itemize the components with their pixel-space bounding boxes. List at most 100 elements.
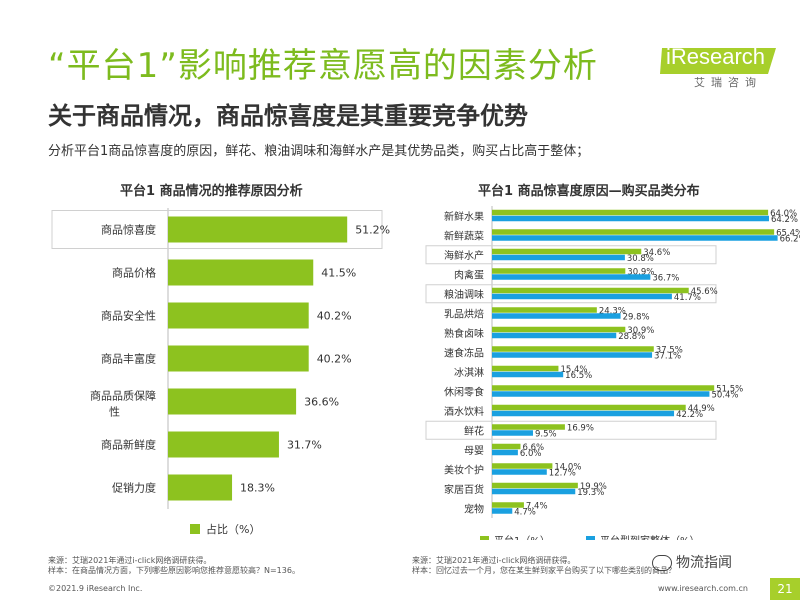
- data-label: 45.6%: [691, 287, 718, 297]
- bar: [168, 345, 309, 372]
- bar: [492, 287, 689, 294]
- bar: [492, 313, 621, 319]
- left-source: 来源：艾瑞2021年通过i-click网络调研获得。: [48, 556, 212, 565]
- data-label: 31.7%: [287, 439, 322, 452]
- category-label: 冰淇淋: [454, 366, 484, 379]
- data-label: 41.7%: [674, 293, 701, 303]
- iresearch-logo: iResearch 艾瑞咨询: [660, 44, 780, 94]
- left-chart-title: 平台1 商品情况的推荐原因分析: [120, 184, 303, 199]
- data-label: 30.9%: [627, 267, 654, 277]
- category-label: 商品安全性: [101, 309, 156, 323]
- right-bar-chart: 新鲜水果64.0%64.2%新鲜蔬菜65.4%66.2%海鲜水产34.6%30.…: [425, 206, 800, 540]
- data-label: 28.8%: [618, 332, 645, 342]
- data-label: 42.2%: [676, 410, 703, 420]
- bar: [168, 474, 233, 501]
- right-source-note: 来源：艾瑞2021年通过i-click网络调研获得。 样本：回忆过去一个月，您在…: [412, 556, 676, 576]
- bar: [492, 404, 686, 411]
- category-label: 休闲零食: [444, 385, 484, 398]
- watermark: 物流指闻: [652, 552, 732, 572]
- legend-swatch: [480, 536, 489, 540]
- category-label: 新鲜蔬菜: [444, 229, 484, 242]
- bar: [492, 488, 576, 495]
- category-label: 速食冻品: [444, 346, 484, 359]
- data-label: 40.2%: [317, 310, 352, 323]
- page-subtitle: 关于商品情况，商品惊喜度是其重要竞争优势: [48, 102, 528, 130]
- bar: [492, 469, 547, 475]
- bar: [492, 235, 778, 241]
- bar: [492, 385, 715, 391]
- bar: [168, 302, 309, 329]
- intro-text: 分析平台1商品惊喜度的原因，鲜花、粮油调味和海鲜水产是其优势品类，购买占比高于整…: [48, 144, 590, 159]
- bar: [168, 259, 314, 286]
- legend-swatch: [190, 524, 200, 534]
- data-label: 40.2%: [317, 353, 352, 366]
- category-label: 商品价格: [112, 266, 156, 280]
- bar: [492, 307, 597, 313]
- category-label: 商品品质保障性: [90, 389, 156, 419]
- highlight-box: [425, 284, 717, 304]
- category-label: 海鲜水产: [444, 249, 484, 262]
- highlight-box: [425, 245, 717, 265]
- page-title-text: “平台1”影响推荐意愿高的因素分析: [48, 46, 598, 86]
- data-label: 37.5%: [656, 345, 683, 355]
- data-label: 18.3%: [240, 482, 275, 495]
- data-label: 15.4%: [560, 365, 587, 375]
- bar: [492, 508, 513, 514]
- legend-label: 平台型到家整体（%）: [600, 534, 700, 540]
- data-label: 44.9%: [688, 404, 715, 414]
- bar: [492, 410, 675, 417]
- category-label: 商品新鲜度: [101, 438, 156, 452]
- category-label: 粮油调味: [444, 288, 484, 301]
- data-label: 14.0%: [554, 462, 581, 472]
- data-label: 64.2%: [771, 215, 798, 225]
- logo-word: iResearch: [666, 44, 766, 69]
- bar: [492, 254, 625, 261]
- data-label: 6.6%: [522, 443, 544, 453]
- website: www.iresearch.com.cn: [658, 584, 748, 593]
- page-title: “平台1”影响推荐意愿高的因素分析: [48, 38, 598, 87]
- legend-swatch: [586, 536, 595, 540]
- category-label: 熟食卤味: [444, 327, 484, 340]
- data-label: 30.9%: [627, 326, 654, 336]
- left-bar-chart: 商品惊喜度 51.2% 商品价格 41.5% 商品安全性 40.2% 商品丰富度 40.2% 商…: [51, 208, 390, 536]
- data-label: 41.5%: [321, 267, 356, 280]
- bar: [492, 371, 564, 378]
- left-source-note: 来源：艾瑞2021年通过i-click网络调研获得。 样本：在商品情况方面，下列…: [48, 556, 300, 576]
- category-label: 商品丰富度: [101, 352, 156, 366]
- bar: [492, 391, 710, 397]
- page-number: 21: [770, 578, 800, 600]
- category-label: 美妆个护: [444, 463, 484, 476]
- data-label: 65.4%: [776, 228, 800, 238]
- bar: [492, 449, 518, 456]
- highlight-box: [51, 210, 383, 249]
- data-label: 24.3%: [599, 306, 626, 316]
- data-label: 37.1%: [654, 351, 681, 361]
- bar: [492, 274, 651, 280]
- right-chart-title: 平台1 商品惊喜度原因—购买品类分布: [478, 184, 700, 199]
- bar: [492, 443, 521, 450]
- bar: [492, 293, 672, 300]
- data-label: 64.0%: [770, 209, 797, 219]
- data-label: 19.9%: [580, 482, 607, 492]
- copyright: ©2021.9 iResearch Inc.: [48, 584, 143, 593]
- legend-label: 平台1（%）: [494, 534, 550, 540]
- data-label: 6.0%: [520, 449, 542, 459]
- data-label: 12.7%: [549, 468, 576, 478]
- bar: [168, 388, 297, 415]
- data-label: 16.9%: [567, 423, 594, 433]
- data-label: 51.2%: [355, 224, 390, 237]
- bar: [492, 229, 775, 235]
- bar: [492, 424, 565, 430]
- data-label: 66.2%: [780, 234, 800, 244]
- data-label: 50.4%: [711, 390, 738, 400]
- category-label: 鲜花: [464, 424, 484, 437]
- bar: [492, 248, 642, 255]
- category-label: 家居百货: [444, 483, 484, 496]
- data-label: 7.4%: [526, 501, 548, 511]
- category-label: 新鲜水果: [444, 210, 484, 223]
- data-label: 29.8%: [623, 312, 650, 322]
- bar: [492, 463, 553, 469]
- category-label-line: 性: [109, 405, 120, 419]
- bar: [492, 326, 626, 333]
- category-label: 肉禽蛋: [454, 268, 484, 281]
